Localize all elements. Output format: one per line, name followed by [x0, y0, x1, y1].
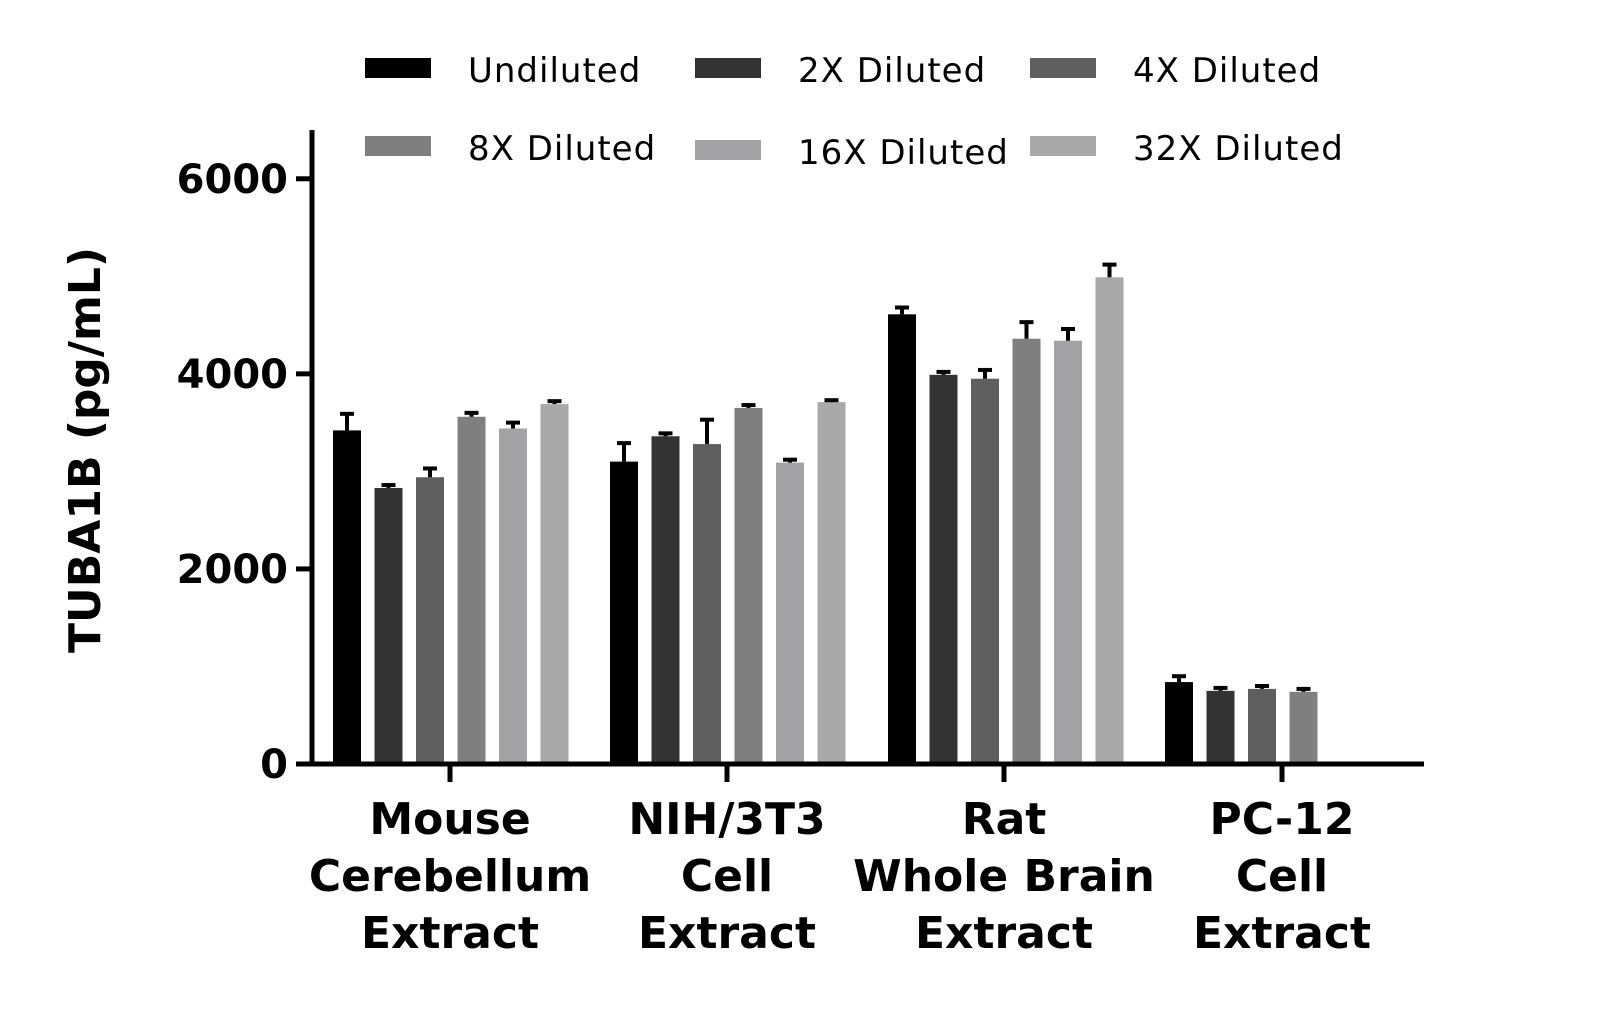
x-category-label: Cell	[1236, 851, 1328, 902]
bar	[693, 444, 721, 764]
bar	[1206, 690, 1235, 764]
x-category-label: Rat	[962, 794, 1047, 845]
x-category-label: Cell	[681, 851, 773, 902]
x-category-label: Extract	[638, 908, 816, 959]
bar	[333, 430, 361, 764]
bar	[1095, 277, 1124, 764]
x-category-label: PC-12	[1209, 794, 1354, 845]
legend-label: 4X Diluted	[1133, 51, 1321, 91]
bar	[1054, 340, 1082, 764]
legend-label: 2X Diluted	[798, 51, 986, 91]
x-category-label: Extract	[1193, 908, 1371, 959]
legend: Undiluted 2X Diluted 4X Diluted 8X Diluted 1…	[365, 51, 1344, 173]
axes: 0 2000 4000 6000 Mouse Cerebellum Extract NIH/3…	[177, 130, 1424, 959]
legend-swatch	[1030, 136, 1096, 156]
bar	[971, 378, 999, 764]
x-category-label: Whole Brain	[853, 851, 1155, 902]
bar	[1165, 682, 1193, 764]
x-category-label: Mouse	[369, 794, 530, 845]
bar	[888, 314, 916, 764]
x-category-label: NIH/3T3	[628, 794, 825, 845]
legend-label: 32X Diluted	[1133, 129, 1344, 169]
x-category-label: Extract	[361, 908, 539, 959]
y-tick-label: 0	[260, 742, 288, 788]
legend-swatch	[1030, 58, 1096, 78]
legend-label: 16X Diluted	[798, 133, 1009, 173]
bar	[734, 407, 763, 764]
bar	[929, 374, 958, 764]
bar	[457, 416, 486, 764]
bar	[540, 404, 569, 764]
y-tick-label: 2000	[177, 547, 288, 593]
bar	[1012, 338, 1041, 764]
bar	[1289, 691, 1318, 764]
bar	[374, 487, 403, 764]
bar	[817, 402, 846, 764]
bar	[776, 462, 804, 764]
legend-swatch	[695, 140, 761, 160]
x-category-label: Cerebellum	[309, 851, 591, 902]
bar	[610, 461, 638, 764]
legend-swatch	[695, 58, 761, 78]
legend-label: Undiluted	[468, 51, 641, 91]
y-axis-label: TUBA1B (pg/mL)	[60, 247, 111, 653]
bar	[1248, 688, 1276, 764]
legend-swatch	[365, 136, 431, 156]
x-category-label: Extract	[915, 908, 1093, 959]
y-tick-label: 6000	[177, 157, 288, 203]
bar	[499, 428, 527, 764]
y-tick-label: 4000	[177, 352, 288, 398]
bar	[651, 436, 680, 764]
legend-label: 8X Diluted	[468, 129, 656, 169]
bars	[333, 262, 1318, 764]
legend-swatch	[365, 58, 431, 78]
bar	[416, 477, 444, 764]
